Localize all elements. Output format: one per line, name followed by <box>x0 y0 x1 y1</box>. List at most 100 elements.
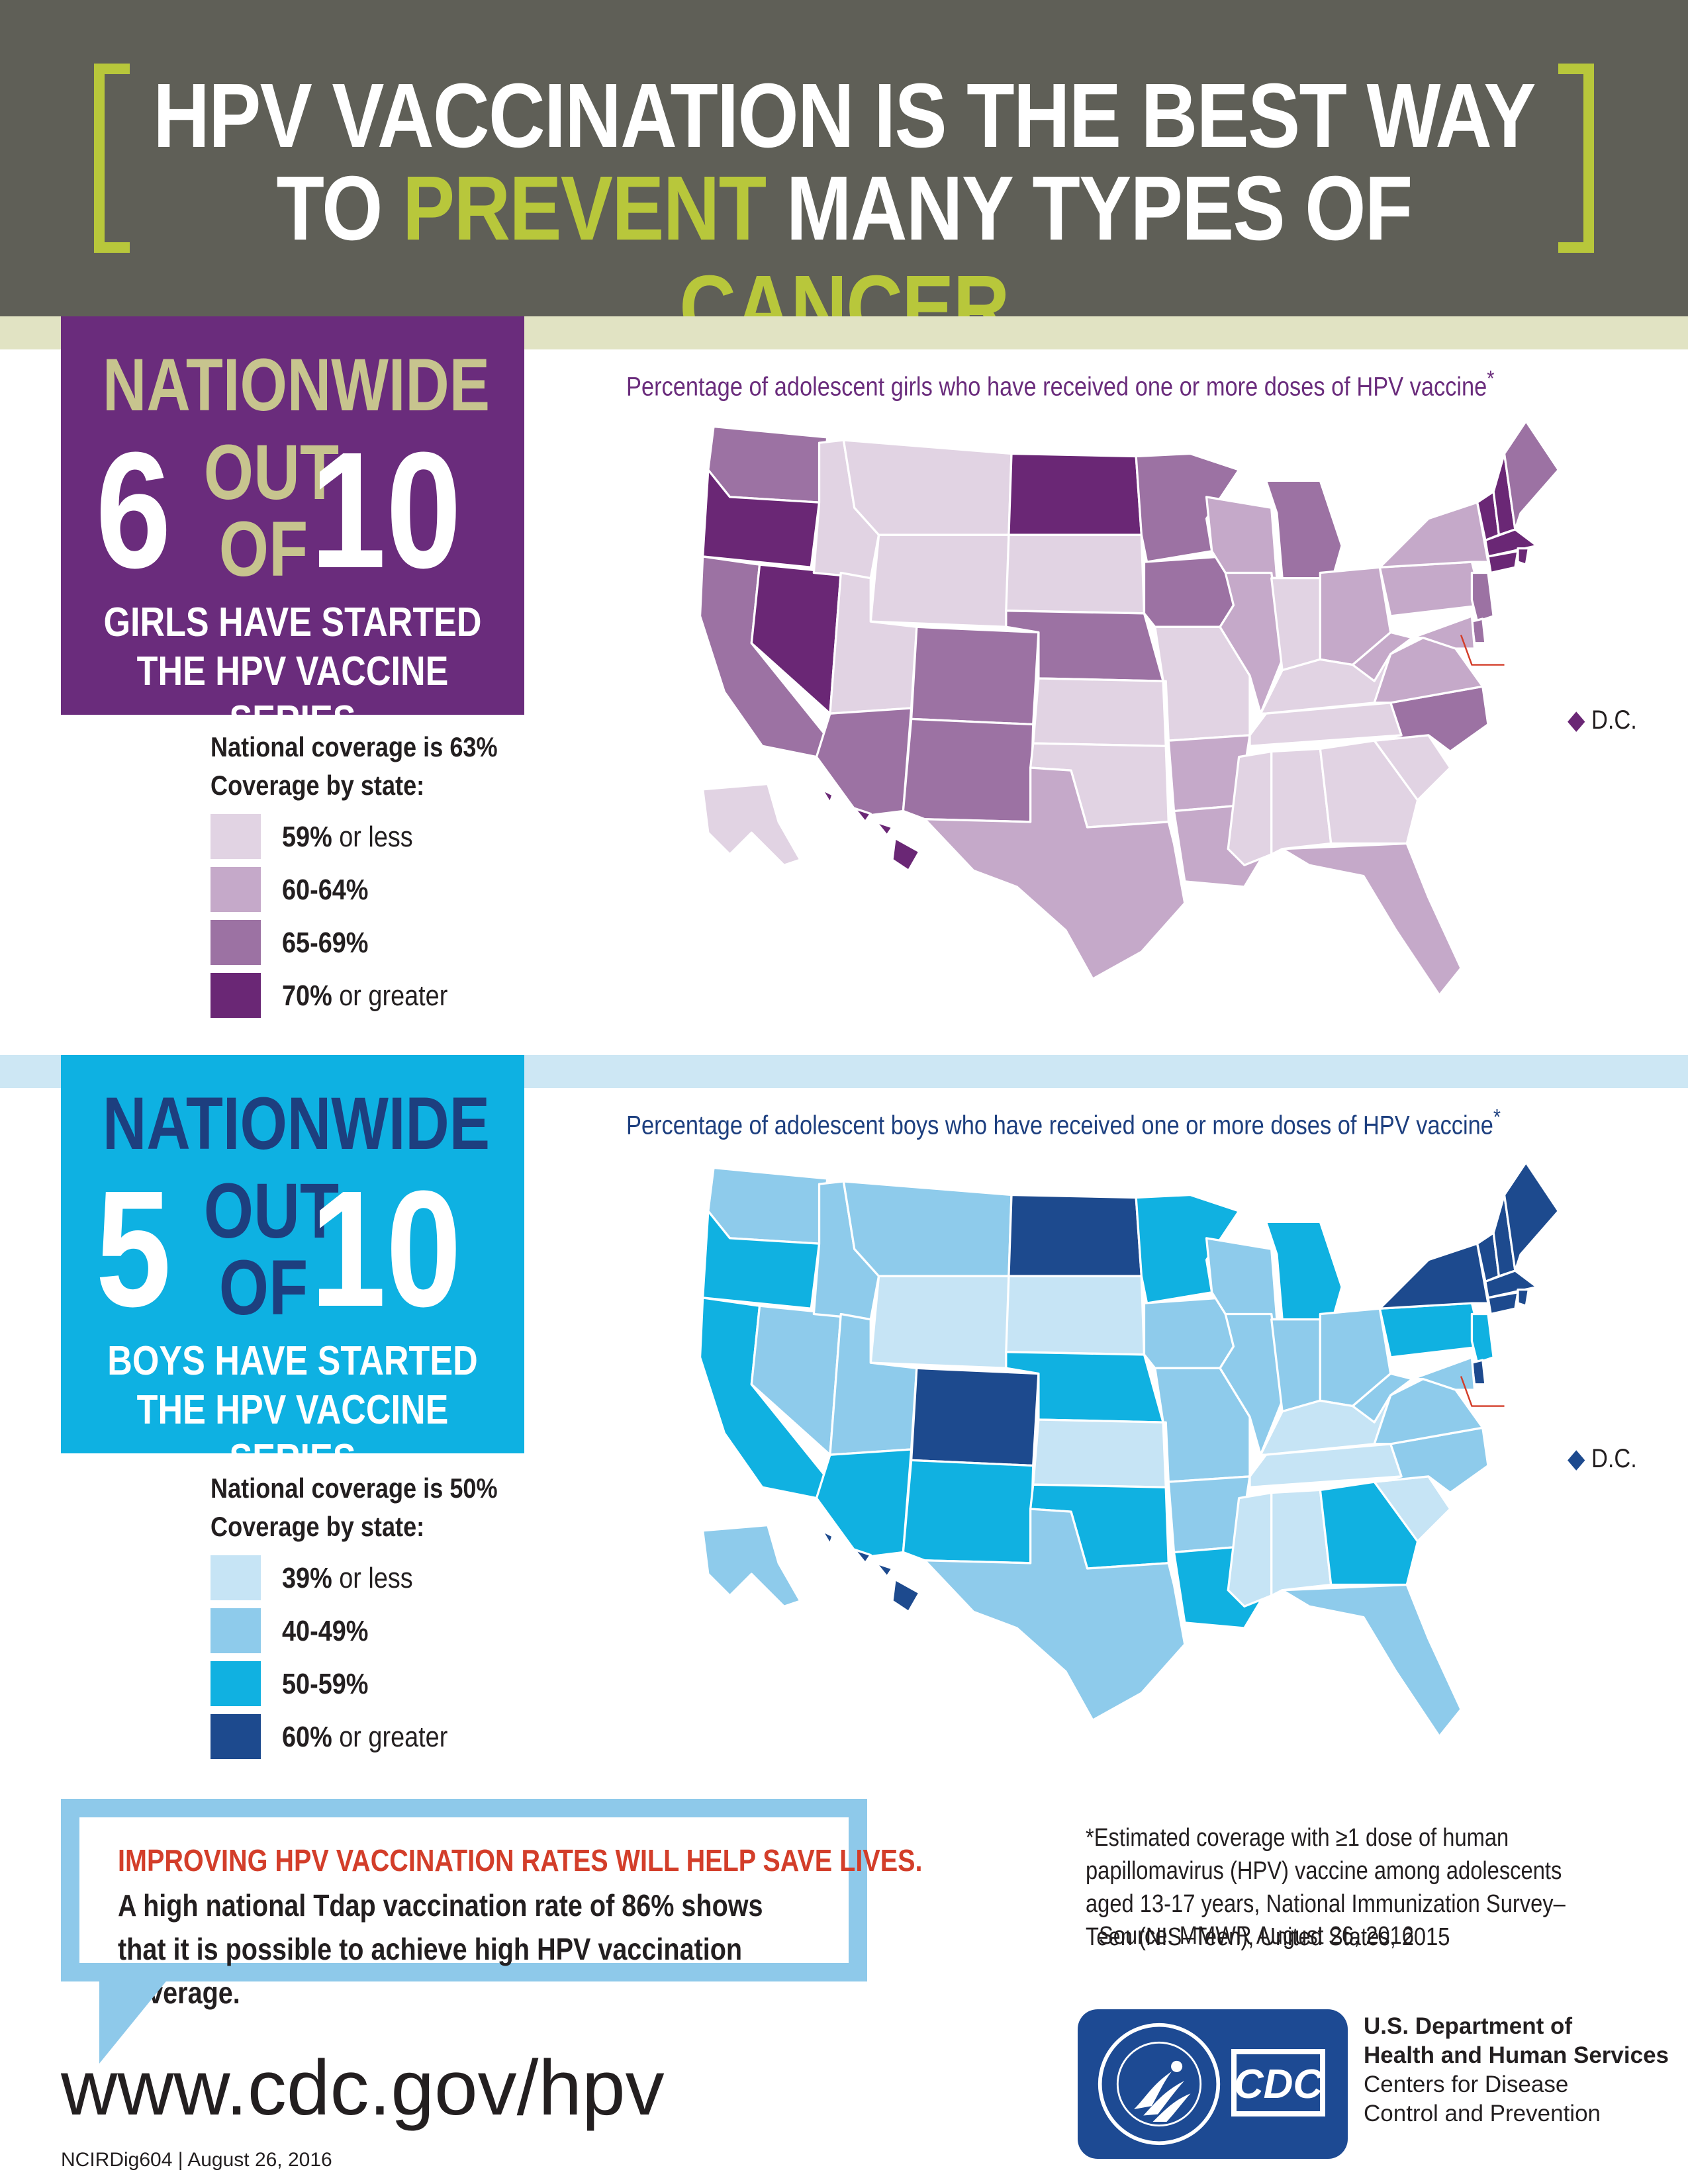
girls-stat-denominator: 10 <box>310 418 462 602</box>
state-wv <box>1351 631 1414 682</box>
state-wy <box>869 533 1010 628</box>
girls-legend-item: 59% or less <box>211 814 555 860</box>
state-me <box>1503 1161 1560 1272</box>
state-mi <box>1264 479 1343 585</box>
agency-name: U.S. Department of Health and Human Serv… <box>1364 2013 1669 2126</box>
legend-swatch <box>211 1714 261 1759</box>
callout-headline: IMPROVING HPV VACCINATION RATES WILL HEL… <box>118 1843 923 1878</box>
left-bracket-decoration <box>94 64 130 253</box>
state-hi <box>820 1529 921 1614</box>
girls-map-svg <box>698 420 1560 997</box>
state-or <box>701 469 821 569</box>
state-ak <box>701 782 802 866</box>
girls-legend: National coverage is 63% Coverage by sta… <box>211 728 555 1018</box>
legend-label: 50-59% <box>282 1668 369 1700</box>
state-ks <box>1032 1418 1167 1488</box>
state-ct <box>1487 1291 1519 1316</box>
state-ma <box>1484 528 1538 558</box>
state-nj <box>1470 1312 1495 1364</box>
state-ks <box>1032 677 1167 747</box>
state-co <box>910 625 1040 726</box>
boys-legend-item: 40-49% <box>211 1608 555 1655</box>
state-nm <box>902 1459 1035 1565</box>
state-wv <box>1351 1372 1414 1424</box>
dc-leader-line <box>1460 1376 1505 1407</box>
girls-out-of: OUT OF <box>203 429 340 593</box>
state-sd <box>1005 1275 1146 1356</box>
legend-label: 39% or less <box>282 1562 413 1594</box>
state-fl <box>1281 1583 1462 1738</box>
girls-dc-label: ◆ D.C. <box>1568 705 1637 735</box>
legend-label: 60% or greater <box>282 1721 448 1753</box>
title-line-1: HPV VACCINATION IS THE BEST WAY <box>153 65 1536 167</box>
source-note: Source: MMWR August 26, 2016 <box>1099 1922 1414 1950</box>
state-wy <box>869 1275 1010 1369</box>
state-co <box>910 1367 1040 1467</box>
girls-map-caption: Percentage of adolescent girls who have … <box>626 367 1495 402</box>
state-tx <box>923 1508 1186 1721</box>
legend-swatch <box>211 1661 261 1706</box>
state-az <box>815 1448 913 1559</box>
legend-swatch <box>211 867 261 912</box>
state-ct <box>1487 550 1519 574</box>
legend-swatch <box>211 1608 261 1653</box>
legend-label: 70% or greater <box>282 979 448 1012</box>
website-link[interactable]: www.cdc.gov/hpv <box>61 2044 665 2132</box>
legend-label: 40-49% <box>282 1615 369 1647</box>
callout-body: A high national Tdap vaccination rate of… <box>118 1888 763 2010</box>
state-or <box>701 1210 821 1310</box>
girls-coverage-by-state-label: Coverage by state: <box>211 770 425 801</box>
header-banner: HPV VACCINATION IS THE BEST WAY TO PREVE… <box>0 0 1688 357</box>
legend-swatch <box>211 1555 261 1600</box>
state-nj <box>1470 571 1495 623</box>
state-nd <box>1008 1193 1143 1277</box>
girls-legend-item: 70% or greater <box>211 973 555 1019</box>
boys-legend-item: 60% or greater <box>211 1714 555 1760</box>
girls-legend-item: 60-64% <box>211 867 555 913</box>
state-nd <box>1008 452 1143 536</box>
girls-national-coverage: National coverage is 63% <box>211 731 498 762</box>
state-mt <box>842 1180 1013 1277</box>
boys-nationwide-label: NATIONWIDE <box>103 1082 490 1165</box>
state-ms <box>1227 750 1273 866</box>
legend-label: 59% or less <box>282 821 413 853</box>
legend-swatch <box>211 814 261 859</box>
state-ms <box>1227 1491 1273 1608</box>
state-ga <box>1319 739 1419 845</box>
state-pa <box>1378 561 1484 617</box>
state-al <box>1270 747 1333 856</box>
boys-national-coverage: National coverage is 50% <box>211 1473 498 1504</box>
logo-panel: CDC <box>1078 2009 1348 2159</box>
boys-stat-numerator: 5 <box>95 1156 171 1341</box>
cdc-logo-icon: CDC <box>1231 2049 1325 2116</box>
svg-text:CDC: CDC <box>1234 2062 1324 2107</box>
state-ia <box>1143 555 1235 628</box>
legend-label: 65-69% <box>282 927 369 959</box>
state-ga <box>1319 1480 1419 1586</box>
girls-nationwide-label: NATIONWIDE <box>103 343 490 426</box>
state-mt <box>842 439 1013 536</box>
state-me <box>1503 420 1560 531</box>
boys-coverage-by-state-label: Coverage by state: <box>211 1511 425 1542</box>
dc-leader-line <box>1460 635 1505 666</box>
state-hi <box>820 788 921 872</box>
state-ia <box>1143 1297 1235 1369</box>
boys-legend: National coverage is 50% Coverage by sta… <box>211 1469 555 1759</box>
footnote: *Estimated coverage with ≥1 dose of huma… <box>1086 1824 1566 1951</box>
state-fl <box>1281 842 1462 997</box>
state-ri <box>1517 1289 1530 1307</box>
right-bracket-decoration <box>1558 64 1594 253</box>
girls-stat-subtitle: GIRLS HAVE STARTED THE HPV VACCINE SERIES <box>103 600 482 743</box>
girls-stat-numerator: 6 <box>95 418 171 602</box>
boys-legend-item: 39% or less <box>211 1555 555 1602</box>
legend-label: 60-64% <box>282 874 369 906</box>
state-nm <box>902 717 1035 823</box>
legend-swatch <box>211 920 261 965</box>
state-nc <box>1373 685 1489 753</box>
state-ak <box>701 1524 802 1608</box>
state-nc <box>1373 1426 1489 1494</box>
boys-stat-box: NATIONWIDE 5 OUT OF 10 BOYS HAVE STARTED T… <box>61 1055 524 1482</box>
state-ny <box>1378 501 1489 569</box>
boys-legend-item: 50-59% <box>211 1661 555 1707</box>
state-az <box>815 707 913 818</box>
